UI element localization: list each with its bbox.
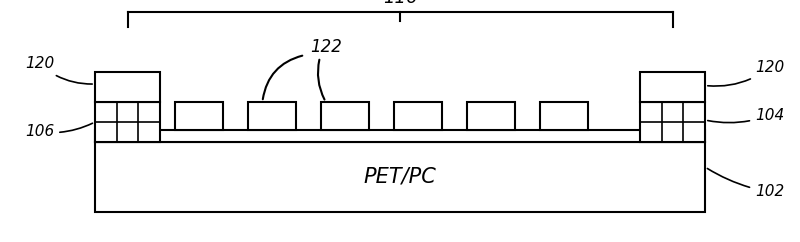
Text: 122: 122 xyxy=(310,38,342,56)
Bar xyxy=(95,130,705,142)
Text: 106: 106 xyxy=(25,123,93,139)
Bar xyxy=(540,102,588,130)
Bar xyxy=(640,72,705,102)
Text: 102: 102 xyxy=(707,168,784,199)
Bar xyxy=(95,72,160,102)
Bar xyxy=(640,102,705,142)
Bar xyxy=(394,102,442,130)
Bar xyxy=(467,102,515,130)
Bar xyxy=(95,102,160,142)
Bar xyxy=(321,102,369,130)
Bar xyxy=(248,102,296,130)
Bar xyxy=(95,142,705,212)
Text: PET/PC: PET/PC xyxy=(363,167,437,187)
Text: 120: 120 xyxy=(25,56,92,84)
Text: 104: 104 xyxy=(708,107,784,123)
Text: 116: 116 xyxy=(382,0,418,7)
Text: 120: 120 xyxy=(708,60,784,86)
Bar xyxy=(175,102,223,130)
